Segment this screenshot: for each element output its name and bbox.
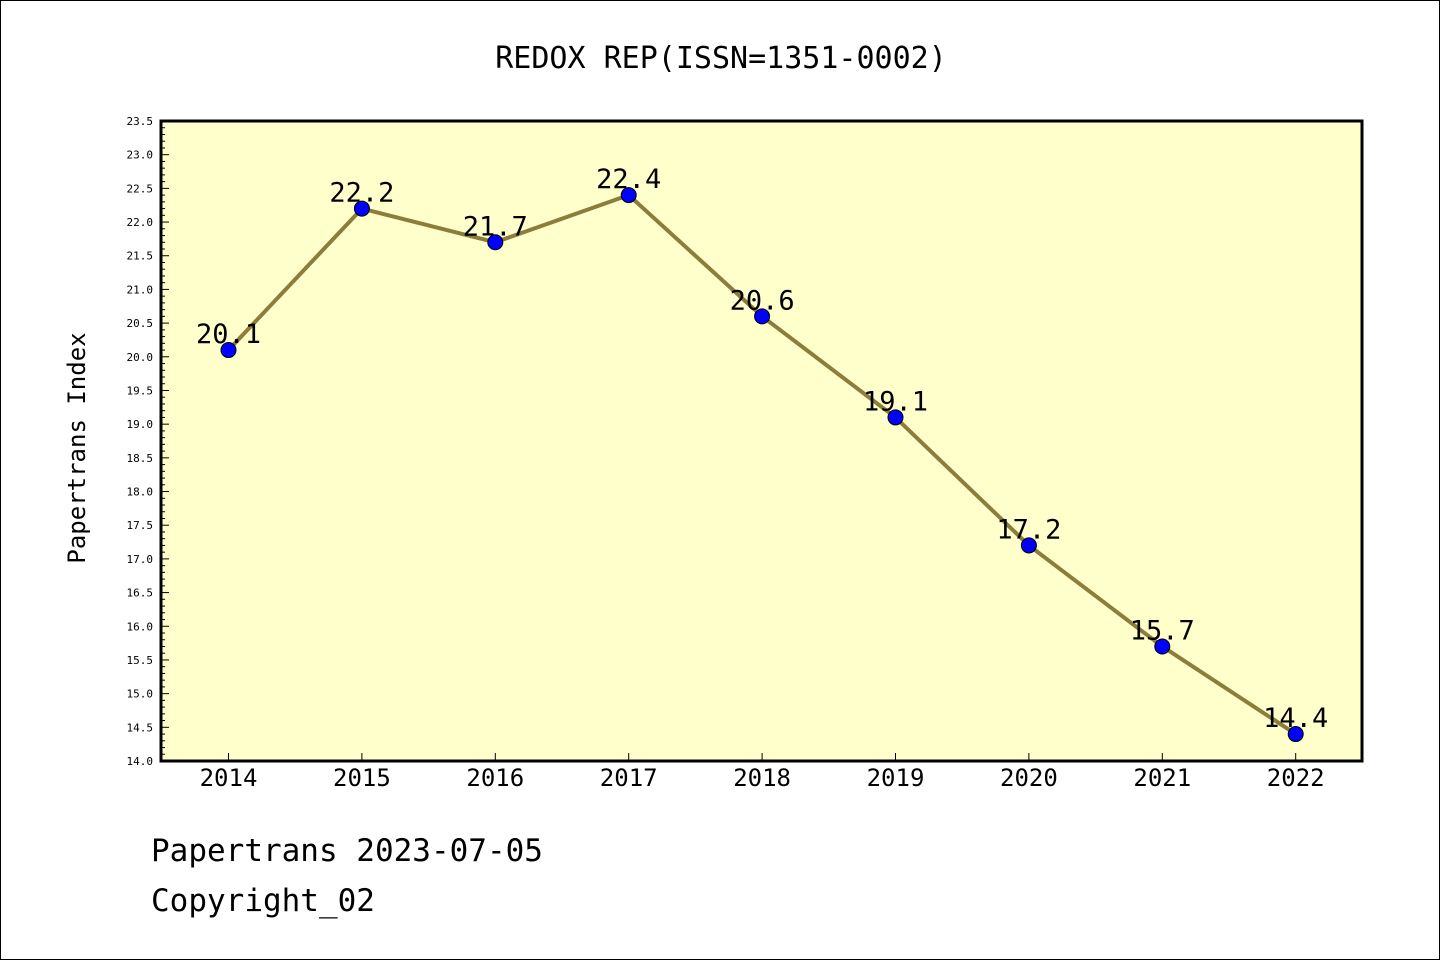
y-tick-label: 17.0 [127, 553, 154, 566]
data-label: 20.6 [730, 285, 795, 316]
x-tick-label: 2021 [1133, 764, 1191, 792]
x-tick-label: 2015 [333, 764, 391, 792]
y-tick-label: 16.5 [127, 587, 154, 600]
y-axis-label: Papertrans Index [63, 332, 91, 563]
y-tick-label: 19.5 [127, 384, 154, 397]
y-tick-label: 18.0 [127, 486, 154, 499]
y-tick-label: 23.0 [127, 149, 154, 162]
y-tick-label: 18.5 [127, 452, 154, 465]
data-label: 15.7 [1130, 615, 1195, 646]
y-tick-label: 14.0 [127, 755, 154, 768]
y-tick-label: 15.0 [127, 688, 154, 701]
data-label: 21.7 [463, 211, 528, 242]
data-point [620, 187, 637, 204]
data-label: 20.1 [196, 319, 261, 350]
x-tick-label: 2020 [1000, 764, 1058, 792]
x-tick-label: 2018 [733, 764, 791, 792]
chart-title: REDOX REP(ISSN=1351-0002) [495, 41, 947, 76]
data-label: 19.1 [863, 386, 928, 417]
y-tick-label: 20.0 [127, 351, 154, 364]
plot-area [159, 119, 1364, 763]
y-tick-label: 21.0 [127, 283, 154, 296]
x-tick-label: 2019 [867, 764, 925, 792]
y-tick-label: 15.5 [127, 654, 154, 667]
x-axis: 2014 2015 2016 2017 2018 2019 2020 2021 2022 [200, 753, 1325, 792]
y-tick-label: 14.5 [127, 721, 154, 734]
footer-date: Papertrans 2023-07-05 [151, 833, 543, 869]
y-tick-label: 22.5 [127, 182, 154, 195]
y-tick-label: 22.0 [127, 216, 154, 229]
x-tick-label: 2016 [466, 764, 524, 792]
x-tick-label: 2017 [600, 764, 658, 792]
data-point [1154, 638, 1171, 655]
series: 20.1 22.2 21.7 22.4 20.6 19.1 17.2 15.7 14.4 [196, 164, 1328, 743]
data-label: 17.2 [996, 514, 1061, 545]
data-point [1287, 726, 1304, 743]
data-point [353, 200, 370, 217]
y-tick-label: 17.5 [127, 519, 154, 532]
data-point [487, 234, 504, 251]
y-tick-label: 19.0 [127, 418, 154, 431]
x-tick-label: 2022 [1267, 764, 1325, 792]
data-point [887, 409, 904, 426]
data-label: 22.4 [596, 164, 661, 195]
footer-copyright: Copyright_02 [151, 883, 375, 919]
y-tick-label: 20.5 [127, 317, 154, 330]
y-axis: 14.0 14.5 15.0 15.5 16.0 16.5 17.0 17.5 18.0 18.5… [127, 115, 169, 768]
data-point [220, 342, 237, 359]
x-tick-label: 2014 [200, 764, 258, 792]
y-tick-label: 16.0 [127, 620, 154, 633]
data-point [1020, 537, 1037, 554]
y-tick-label: 23.5 [127, 115, 154, 128]
data-label: 14.4 [1263, 703, 1328, 734]
data-point [754, 308, 771, 325]
data-label: 22.2 [329, 178, 394, 209]
y-tick-label: 21.5 [127, 250, 154, 263]
